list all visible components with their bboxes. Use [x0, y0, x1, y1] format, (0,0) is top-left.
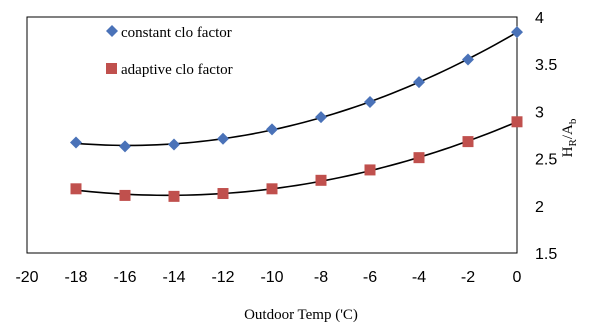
legend-item-constant: constant clo factor [106, 25, 232, 41]
point-adaptive-clo [462, 136, 474, 148]
point-adaptive-clo [413, 152, 425, 164]
point-adaptive-clo [266, 183, 278, 195]
legend-label-adaptive: adaptive clo factor [121, 62, 233, 78]
point-adaptive-clo [168, 190, 180, 202]
point-constant-clo [413, 76, 425, 89]
y-tick-label: 4 [535, 10, 544, 27]
x-tick-label: -18 [64, 269, 87, 286]
legend-marker-square [106, 63, 117, 74]
trendline-series-1 [75, 31, 518, 147]
point-constant-clo [217, 132, 229, 145]
x-tick-label: -8 [314, 269, 328, 286]
data-markers [70, 26, 523, 202]
trendline-series-2 [75, 121, 518, 197]
x-tick-label: -16 [113, 269, 136, 286]
trendlines [75, 31, 518, 197]
point-adaptive-clo [511, 116, 523, 128]
legend-item-adaptive: adaptive clo factor [106, 62, 233, 78]
legend: constant clo factor adaptive clo factor [106, 25, 233, 78]
point-adaptive-clo [70, 183, 82, 195]
legend-marker-diamond [106, 25, 118, 37]
point-constant-clo [119, 140, 131, 153]
point-constant-clo [168, 138, 180, 151]
point-constant-clo [364, 95, 376, 108]
legend-label-constant: constant clo factor [121, 25, 232, 41]
y-tick-label: 2 [535, 199, 544, 216]
x-tick-label: -2 [461, 269, 475, 286]
y-axis-ticks: 1.5 2 2.5 3 3.5 4 [535, 10, 557, 263]
point-adaptive-clo [217, 188, 229, 200]
plot-area [26, 16, 518, 254]
x-axis-label: Outdoor Temp ('C) [244, 307, 358, 323]
y-axis-label: HR/Ab [560, 118, 579, 157]
point-constant-clo [315, 111, 327, 124]
x-tick-label: 0 [513, 269, 522, 286]
x-tick-label: -20 [15, 269, 38, 286]
x-tick-label: -6 [363, 269, 377, 286]
y-tick-label: 3.5 [535, 57, 557, 74]
point-adaptive-clo [364, 164, 376, 176]
y-tick-label: 2.5 [535, 152, 557, 169]
point-constant-clo [266, 123, 278, 136]
y-tick-label: 3 [535, 104, 544, 121]
x-tick-label: -12 [211, 269, 234, 286]
x-axis-ticks: -20 -18 -16 -14 -12 -10 -8 -6 -4 -2 0 [15, 269, 521, 286]
point-adaptive-clo [119, 189, 131, 201]
x-tick-label: -14 [162, 269, 185, 286]
point-constant-clo [70, 136, 82, 149]
point-constant-clo [462, 53, 474, 66]
point-constant-clo [511, 26, 523, 39]
x-tick-label: -10 [260, 269, 283, 286]
point-adaptive-clo [315, 174, 327, 186]
y-tick-label: 1.5 [535, 246, 557, 263]
x-tick-label: -4 [412, 269, 426, 286]
